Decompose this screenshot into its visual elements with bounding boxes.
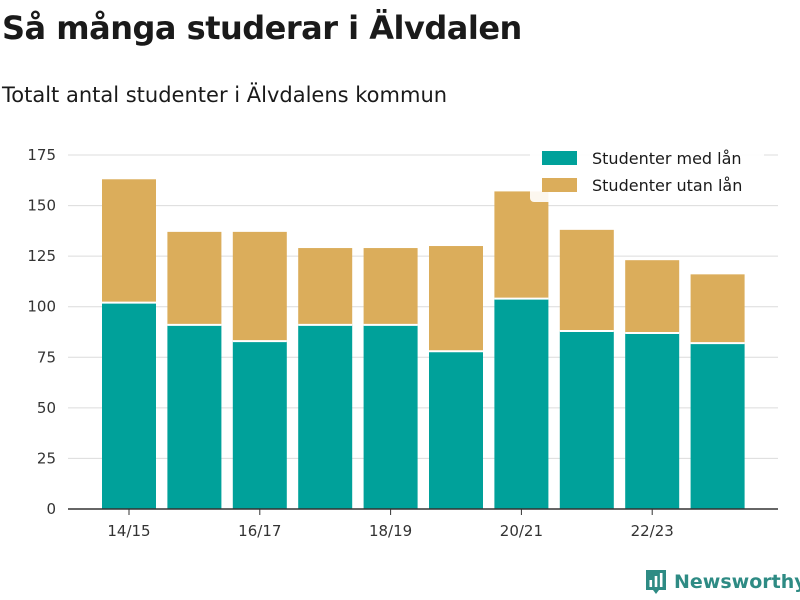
bar-segment-utan-lan — [559, 229, 614, 331]
bar-segment-med-lan — [232, 341, 287, 509]
newsworthy-brand: Newsworthy — [644, 568, 800, 596]
y-tick-label: 25 — [37, 449, 56, 467]
bar-segment-utan-lan — [690, 274, 745, 344]
bar-segment-utan-lan — [102, 179, 156, 303]
chart-title: Så många studerar i Älvdalen — [2, 9, 522, 47]
legend-swatch — [542, 151, 577, 165]
x-tick-label: 16/17 — [238, 522, 281, 540]
y-tick-label: 125 — [27, 247, 56, 265]
y-tick-label: 150 — [27, 197, 56, 215]
stacked-bar-chart: 0 25 50 75 100 125 150 175 14/15 16/17 18/19 20/21 2… — [27, 146, 778, 540]
y-tick-label: 75 — [37, 348, 56, 366]
bar-segment-med-lan — [429, 351, 483, 509]
legend-label: Studenter med lån — [592, 149, 742, 168]
y-tick-label: 175 — [27, 146, 56, 164]
bar-segment-med-lan — [363, 324, 418, 509]
x-tick-label: 18/19 — [369, 522, 412, 540]
x-tick-label: 22/23 — [631, 522, 674, 540]
brand-name: Newsworthy — [674, 571, 800, 593]
bar-segment-med-lan — [559, 330, 614, 509]
bar-segment-med-lan — [298, 324, 353, 509]
x-tick-label: 14/15 — [107, 522, 150, 540]
bar-segment-med-lan — [690, 343, 745, 509]
y-tick-label: 100 — [27, 298, 56, 316]
legend-label: Studenter utan lån — [592, 176, 742, 195]
bar-segment-med-lan — [494, 298, 549, 509]
bar-segment-med-lan — [167, 324, 222, 509]
x-tick-label: 20/21 — [500, 522, 543, 540]
legend-swatch — [542, 178, 577, 192]
bar-segment-utan-lan — [429, 246, 483, 352]
bar-segment-utan-lan — [494, 191, 549, 299]
bar-segment-utan-lan — [298, 248, 353, 325]
legend-background — [530, 146, 764, 202]
bar-segment-med-lan — [625, 333, 680, 509]
y-tick-label: 0 — [46, 500, 56, 518]
bar-segment-utan-lan — [167, 231, 222, 325]
newsworthy-logo-icon — [646, 570, 666, 594]
y-tick-label: 50 — [37, 399, 56, 417]
chart-subtitle: Totalt antal studenter i Älvdalens kommu… — [2, 83, 448, 107]
bar-segment-utan-lan — [625, 260, 680, 334]
bar-segment-med-lan — [102, 302, 156, 509]
bar-segment-utan-lan — [232, 231, 287, 342]
bar-segment-utan-lan — [363, 248, 418, 325]
